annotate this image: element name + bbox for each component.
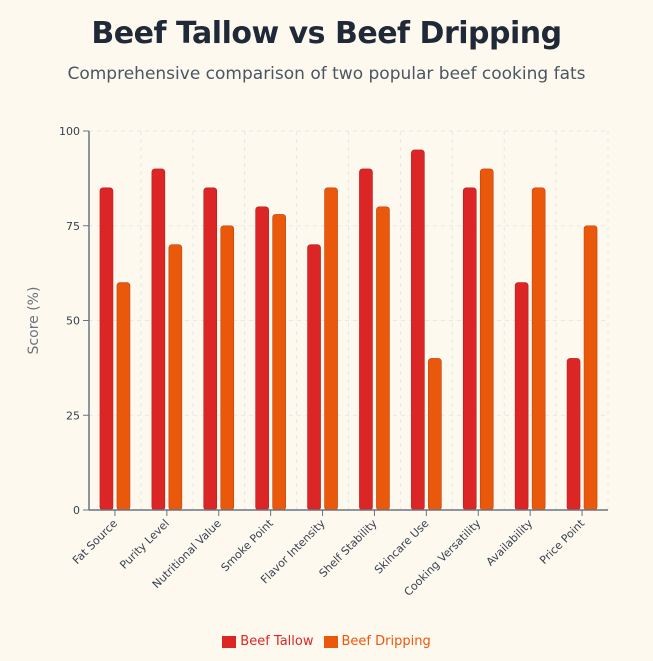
x-tick-label: Fat Source: [70, 517, 120, 567]
y-tick-label: 50: [66, 315, 80, 328]
y-tick-label: 100: [59, 125, 80, 138]
y-axis-label: Score (%): [26, 287, 42, 355]
x-tick-label: Smoke Point: [219, 516, 277, 574]
bar-beef-tallow: [151, 168, 166, 511]
bar-beef-tallow: [255, 206, 269, 511]
bar-beef-dripping: [583, 225, 598, 511]
legend-swatch-beef-dripping: [323, 635, 338, 648]
x-tick-label: Price Point: [537, 516, 587, 566]
bar-beef-tallow: [514, 282, 529, 511]
bar-beef-tallow: [566, 358, 581, 511]
bar-beef-dripping: [479, 168, 494, 511]
bar-beef-tallow: [307, 244, 321, 511]
bar-beef-dripping: [428, 358, 442, 511]
x-tick-label: Purity Level: [117, 517, 172, 572]
bar-beef-tallow: [411, 149, 425, 511]
y-tick-label: 0: [73, 504, 80, 517]
bar-beef-dripping: [531, 187, 546, 511]
bar-beef-dripping: [220, 225, 235, 511]
chart-title: Beef Tallow vs Beef Dripping: [91, 16, 562, 51]
bar-beef-dripping: [324, 187, 338, 511]
legend-label-beef-dripping: Beef Dripping: [341, 634, 431, 649]
bar-beef-dripping: [116, 282, 131, 511]
bar-beef-tallow: [99, 187, 114, 511]
bar-beef-tallow: [462, 187, 477, 511]
bar-beef-dripping: [168, 244, 183, 511]
bar-beef-tallow: [359, 168, 373, 511]
legend-swatch-beef-tallow: [222, 635, 237, 648]
legend-item-beef-tallow[interactable]: Beef Tallow: [222, 634, 314, 649]
bar-beef-tallow: [203, 187, 218, 511]
y-tick-label: 25: [66, 409, 80, 422]
legend-label-beef-tallow: Beef Tallow: [240, 634, 314, 649]
x-tick-label: Availability: [484, 517, 536, 569]
bar-beef-dripping: [376, 206, 390, 511]
bar-beef-dripping: [272, 214, 286, 511]
y-tick-label: 75: [66, 220, 80, 233]
legend: Beef Tallow Beef Dripping: [0, 634, 653, 649]
legend-item-beef-dripping[interactable]: Beef Dripping: [323, 634, 431, 649]
chart-subtitle: Comprehensive comparison of two popular …: [67, 64, 586, 84]
